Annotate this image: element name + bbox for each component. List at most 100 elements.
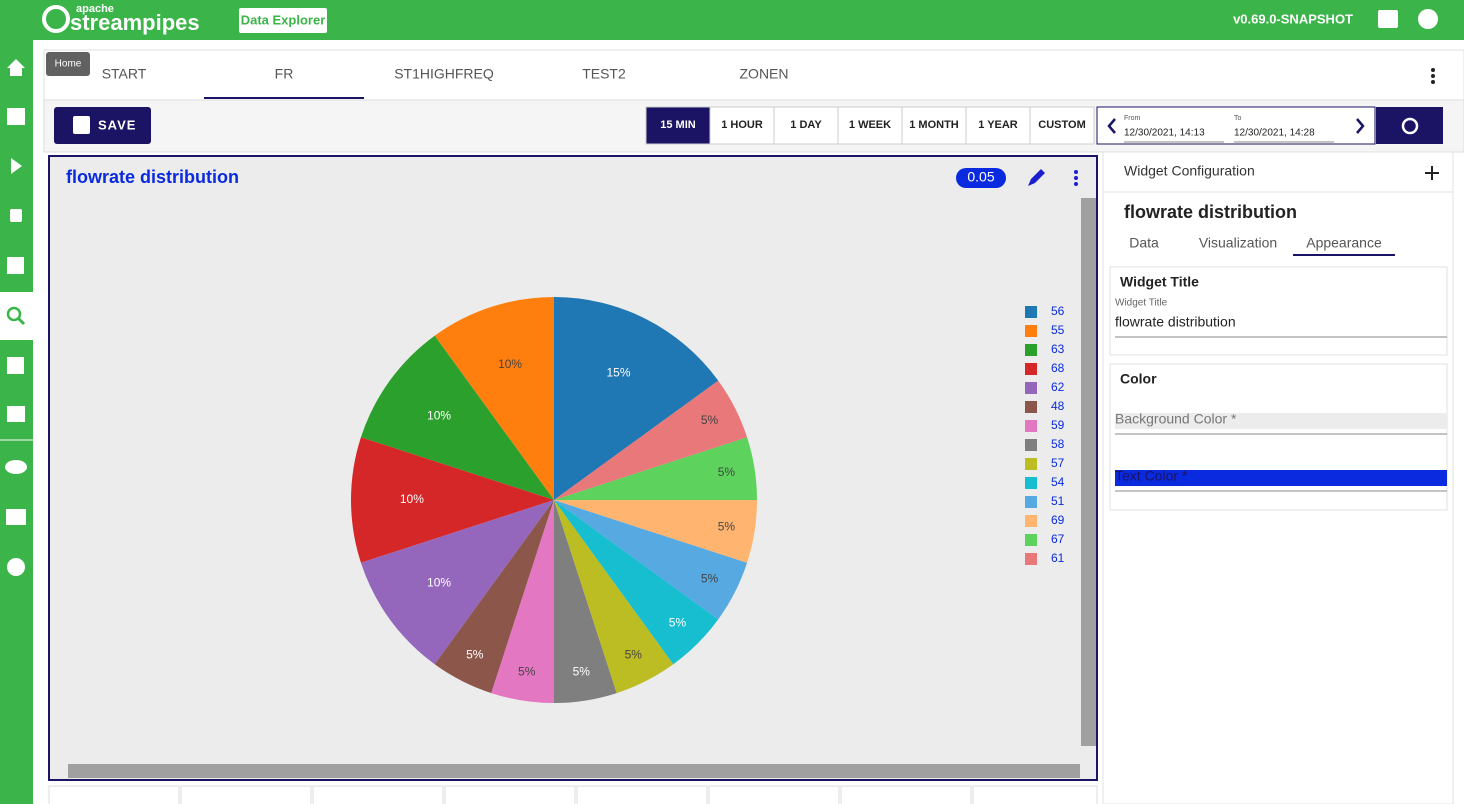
legend-swatch[interactable] xyxy=(1025,515,1037,527)
widget-menu[interactable] xyxy=(1074,170,1078,174)
pie-slice[interactable] xyxy=(554,500,674,694)
nav-apps[interactable] xyxy=(7,357,24,374)
range-button[interactable] xyxy=(645,106,711,145)
section-title: Color xyxy=(1120,371,1157,387)
legend-label: 56 xyxy=(1051,304,1065,318)
field-value[interactable]: flowrate distribution xyxy=(1115,314,1236,330)
tab-label[interactable]: TEST2 xyxy=(582,66,626,82)
save-icon xyxy=(73,116,90,134)
pie-slice[interactable] xyxy=(434,297,554,500)
next[interactable] xyxy=(1356,118,1365,134)
add-icon[interactable] xyxy=(1425,166,1439,180)
tab-label[interactable]: START xyxy=(102,66,147,82)
pie-slice[interactable] xyxy=(554,500,748,620)
legend-swatch[interactable] xyxy=(1025,306,1037,318)
range-button[interactable] xyxy=(1029,106,1095,145)
version: v0.69.0-SNAPSHOT xyxy=(1233,11,1353,26)
refresh-button[interactable] xyxy=(1376,107,1443,144)
config-tab[interactable]: Data xyxy=(1129,235,1159,251)
nav-notifications[interactable] xyxy=(7,406,25,422)
range-label: 1 DAY xyxy=(790,119,822,131)
slice-label: 15% xyxy=(606,366,630,380)
range-label: 1 HOUR xyxy=(721,119,763,131)
legend-swatch[interactable] xyxy=(1025,496,1037,508)
nav-charts[interactable] xyxy=(7,257,24,274)
app-badge xyxy=(239,8,327,33)
legend-swatch[interactable] xyxy=(1025,534,1037,546)
pie-slice[interactable] xyxy=(351,437,554,563)
legend-swatch[interactable] xyxy=(1025,344,1037,356)
text-color-label: Text Color * xyxy=(1115,468,1188,484)
grid-cell xyxy=(840,785,972,804)
slice-label: 10% xyxy=(400,492,424,506)
range-label: 1 WEEK xyxy=(849,119,891,131)
nav-search[interactable] xyxy=(6,306,22,322)
pie-slice[interactable] xyxy=(554,500,617,703)
pie-slice[interactable] xyxy=(554,380,748,500)
legend-swatch[interactable] xyxy=(1025,325,1037,337)
legend-label: 63 xyxy=(1051,342,1065,356)
legend-label: 57 xyxy=(1051,456,1065,470)
legend-label: 59 xyxy=(1051,418,1065,432)
range-button[interactable] xyxy=(965,106,1031,145)
edit-icon[interactable] xyxy=(1028,169,1045,186)
legend-swatch[interactable] xyxy=(1025,382,1037,394)
account-icon[interactable] xyxy=(1418,9,1438,29)
legend-label: 54 xyxy=(1051,475,1065,489)
grid-cell xyxy=(972,785,1098,804)
legend-label: 58 xyxy=(1051,437,1065,451)
tab-label[interactable]: FR xyxy=(275,66,294,82)
pie-chart: 15% 10% 10% 10% 10% 5% 5% 5% 5% 5% 5% 5% 5% 5% 56 55 63 6… xyxy=(351,297,1065,703)
pie-slice[interactable] xyxy=(554,437,757,500)
feedback-icon[interactable] xyxy=(1378,10,1398,28)
pie-slice[interactable] xyxy=(554,297,719,500)
config-tabs: Data Visualization Appearance xyxy=(1129,235,1395,256)
to-value[interactable]: 12/30/2021, 14:28 xyxy=(1234,128,1315,139)
text-color-swatch[interactable] xyxy=(1115,470,1447,486)
legend-swatch[interactable] xyxy=(1025,439,1037,451)
tab-label[interactable]: ZONEN xyxy=(740,66,789,82)
range-button[interactable] xyxy=(901,106,967,145)
menu-dot[interactable] xyxy=(1431,68,1435,72)
v-scrollbar[interactable] xyxy=(1081,198,1096,746)
nav-settings[interactable] xyxy=(7,558,25,576)
legend-swatch[interactable] xyxy=(1025,420,1037,432)
bg-color-swatch[interactable] xyxy=(1115,413,1447,429)
slice-label: 5% xyxy=(718,465,736,479)
legend-swatch[interactable] xyxy=(1025,401,1037,413)
from-value[interactable]: 12/30/2021, 14:13 xyxy=(1124,128,1205,139)
nav-dashboard[interactable] xyxy=(7,108,25,125)
nav-pipelines[interactable] xyxy=(11,158,22,174)
slice-label: 10% xyxy=(498,357,522,371)
grid-cell xyxy=(576,785,708,804)
legend-label: 68 xyxy=(1051,361,1065,375)
title-card xyxy=(1109,266,1448,356)
nav-files[interactable] xyxy=(6,509,26,525)
pie-slice[interactable] xyxy=(360,500,554,665)
config-heading: Widget Configuration xyxy=(1124,163,1255,179)
h-scrollbar[interactable] xyxy=(68,764,1080,778)
tab-label[interactable]: ST1HIGHFREQ xyxy=(394,66,494,82)
pie-slice[interactable] xyxy=(360,335,554,500)
config-tab[interactable]: Appearance xyxy=(1306,235,1382,251)
nav-install[interactable] xyxy=(5,460,27,474)
nav-connect[interactable] xyxy=(10,209,22,222)
pie-slice[interactable] xyxy=(554,500,757,563)
tooltip-text: Home xyxy=(55,59,82,70)
badge-text: 0.05 xyxy=(967,169,994,185)
legend-swatch[interactable] xyxy=(1025,363,1037,375)
pie-slice[interactable] xyxy=(434,500,554,694)
legend-swatch[interactable] xyxy=(1025,458,1037,470)
range-button[interactable] xyxy=(773,106,839,145)
pie-slice[interactable] xyxy=(491,500,554,703)
legend-swatch[interactable] xyxy=(1025,553,1037,565)
pie-slice[interactable] xyxy=(554,500,719,665)
tab-bar xyxy=(43,49,1464,101)
config-tab[interactable]: Visualization xyxy=(1199,235,1277,251)
grid-cell xyxy=(180,785,312,804)
legend-swatch[interactable] xyxy=(1025,477,1037,489)
nav-home[interactable] xyxy=(7,59,25,76)
slice-label: 5% xyxy=(701,571,719,585)
prev[interactable] xyxy=(1107,118,1116,134)
